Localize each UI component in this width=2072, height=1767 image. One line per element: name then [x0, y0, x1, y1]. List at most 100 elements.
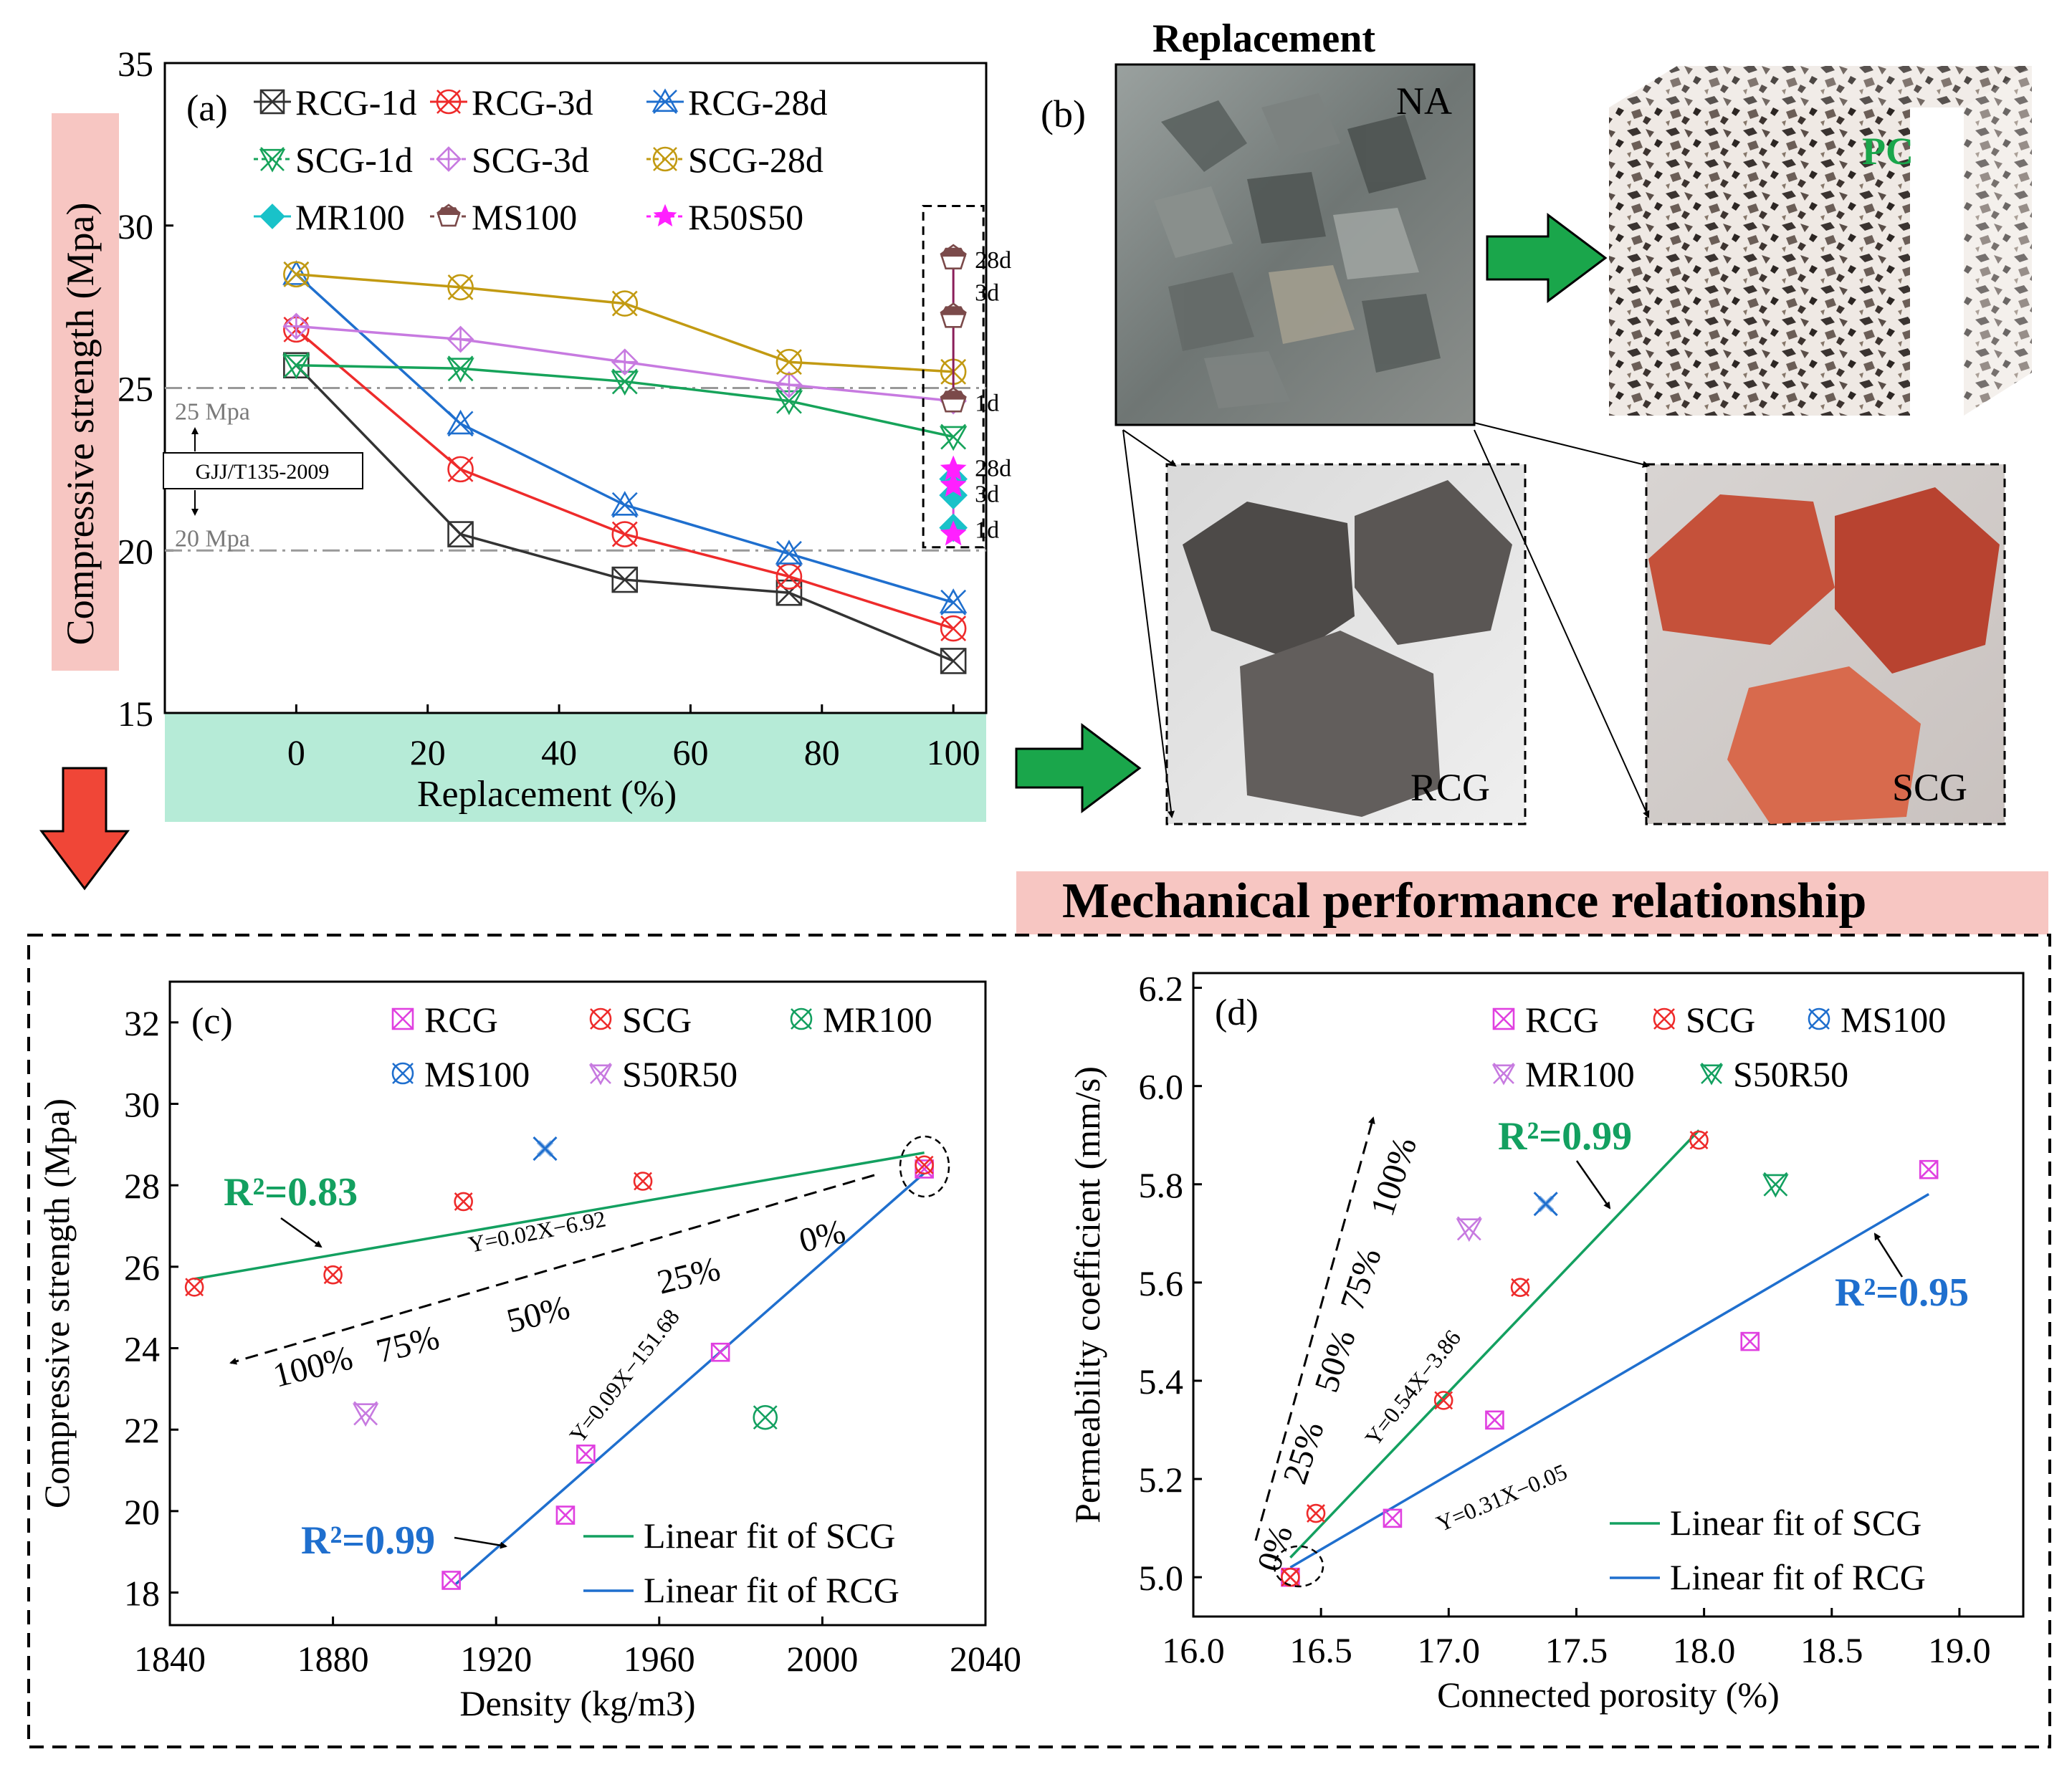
a-point-RCG-3d-75: [775, 563, 803, 590]
d-point-RCG-3: [1740, 1331, 1760, 1351]
d-legend-label-S50R50: S50R50: [1733, 1054, 1848, 1094]
a-point-SCG-3d-50-plus: [612, 350, 637, 375]
d-point-RCG-1: [1383, 1508, 1403, 1528]
legend-a-label-R50S50: R50S50: [688, 197, 803, 237]
d-point-S50R50-0: [1762, 1172, 1789, 1198]
a-point-SCG-28d-75: [775, 348, 803, 375]
a-point-RCG-1d-75-box: [775, 579, 803, 606]
c-point-RCG-0-box: [441, 1571, 461, 1590]
d-ytick-label: 6.0: [1139, 1067, 1184, 1107]
d-legend-marker-MS100-circle: [1808, 1007, 1830, 1030]
c-ms100-x2: [536, 1140, 554, 1157]
c-legend-marker-MR100: [790, 1007, 813, 1030]
c-legend-marker-S50R50: [588, 1063, 613, 1086]
c-xtick-label: 2040: [950, 1639, 1021, 1679]
c-point-SCG-1-x: [323, 1265, 343, 1285]
legend-a-marker-SCG-1d-x: [260, 147, 285, 171]
legend-a-marker-SCG-28d: [652, 146, 678, 172]
a-ytick-label: 20: [118, 531, 153, 571]
legend-a-label-RCG-28d: RCG-28d: [688, 82, 827, 123]
a-point-RCG-3d-25-circle: [447, 456, 474, 483]
a-point-SCG-28d-0-circle: [283, 261, 310, 288]
d-point-SCG-2-circle: [1433, 1391, 1453, 1410]
c-ytick-label: 26: [124, 1248, 160, 1288]
a-point-SCG-3d-0: [282, 312, 310, 340]
legend-a-marker-RCG-3d-circle: [436, 89, 462, 115]
plot-frame-d: [1192, 972, 2025, 1618]
a-point-RCG-28d-50: [611, 491, 639, 518]
a-point-SCG-1d-0-tri: [282, 354, 310, 380]
a-ytick-label: 25: [118, 369, 153, 409]
legend-a-marker-SCG-1d: [259, 147, 286, 173]
a-point-SCG-1d-100: [939, 423, 968, 451]
legend-a-marker-SCG-3d: [436, 146, 462, 172]
chart-a-content: 15 20 25 30 35 0 20 40 60 80 100 Replacement (%) Com…: [59, 44, 1011, 815]
d-point-SCG-2: [1433, 1391, 1453, 1410]
a-xtick-label: 60: [672, 732, 708, 772]
d-xtick-label: 16.5: [1289, 1630, 1352, 1670]
a-series-line-RCG-1d: [295, 364, 954, 663]
d-xtick-label: 19.0: [1928, 1630, 1991, 1670]
a-point-SCG-1d-50-x: [611, 368, 638, 395]
a-point-RCG-1d-50-x: [611, 567, 638, 593]
a-point-SCG-3d-50: [611, 348, 639, 376]
a-point-RCG-28d-100-x: [940, 589, 967, 616]
c-xtick-label: 1960: [624, 1639, 695, 1679]
legend-a-label-RCG-3d: RCG-3d: [472, 82, 593, 123]
a-point-MR100-1-diamond: [939, 481, 968, 509]
d-ytick-label: 5.4: [1139, 1361, 1184, 1402]
c-point-RCG-1-box: [555, 1505, 576, 1525]
na-to-rcg-connector-2: [1122, 429, 1177, 467]
d-point-RCG-2-x: [1485, 1410, 1504, 1430]
legend-a-label-SCG-1d: SCG-1d: [295, 140, 413, 180]
d-legend-marker-RCG-x: [1493, 1008, 1514, 1030]
d-direction-label: 50%: [1307, 1325, 1363, 1397]
a-point-RCG-28d-100-tri: [939, 588, 968, 613]
d-legend-marker-MR100-x: [1493, 1063, 1514, 1084]
c-legend-marker-MS100: [391, 1062, 414, 1085]
c-legend-marker-RCG-box: [391, 1007, 414, 1030]
relationship-dashed-frame: [27, 934, 2051, 1748]
c-legend-marker-MS100-circle: [391, 1062, 414, 1085]
d-fit-line-1: [1289, 1192, 1930, 1569]
c-point-SCG-1-circle: [323, 1265, 343, 1285]
c-point-SCG-0-circle: [184, 1277, 204, 1297]
c-legend-marker-RCG: [391, 1007, 414, 1030]
d-xtick-label: 18.0: [1673, 1630, 1736, 1670]
d-point-RCG-1-x: [1383, 1508, 1402, 1528]
a-point-RCG-1d-25-x: [447, 521, 474, 547]
c-ytick-label: 28: [124, 1166, 160, 1206]
a-age-label-upper: 1d: [975, 391, 999, 417]
c-point-SCG-2: [454, 1192, 473, 1212]
c-point-RCG-3: [710, 1342, 730, 1362]
d-legend-marker-S50R50-x: [1701, 1063, 1722, 1084]
pc-cube-side: [1964, 66, 2032, 416]
a-point-RCG-28d-75-x: [776, 540, 802, 567]
d-point-SCG-0-x: [1281, 1568, 1300, 1587]
a-point-RCG-28d-50-tri: [611, 491, 639, 516]
d-direction-label: 25%: [1276, 1417, 1332, 1488]
c-point-MR100-0-x: [753, 1405, 778, 1430]
c-point-SCG-0-x: [185, 1278, 204, 1297]
d-point-SCG-1-x: [1307, 1504, 1325, 1523]
c-point-SCG-3-circle: [633, 1172, 653, 1191]
c-point-SCG-1: [323, 1265, 343, 1285]
a-age-label-lower: 28d: [975, 455, 1011, 482]
d-point-MR100-0-x: [1456, 1216, 1481, 1241]
xaxis-highlight-a: [165, 713, 986, 822]
a-point-SCG-3d-75: [775, 371, 803, 398]
c-point-MR100-0: [753, 1404, 778, 1430]
c-xtick-label: 2000: [786, 1639, 858, 1679]
a-xtick-label: 80: [804, 732, 840, 772]
d-legend-marker-S50R50: [1699, 1063, 1724, 1086]
d-point-RCG-4-x: [1919, 1160, 1939, 1179]
c-point-RCG-4-x: [915, 1159, 934, 1179]
d-panel-label: (d): [1215, 992, 1259, 1033]
c-point-RCG-1-x: [556, 1505, 575, 1525]
a-point-MS100-2-cap: [940, 247, 967, 257]
c-ytick-label: 20: [124, 1492, 160, 1532]
d-ylabel: Permeability coefficient (mm/s): [1067, 1066, 1107, 1523]
d-point-RCG-3-box: [1740, 1331, 1760, 1351]
a-point-SCG-1d-25-x: [447, 355, 474, 382]
